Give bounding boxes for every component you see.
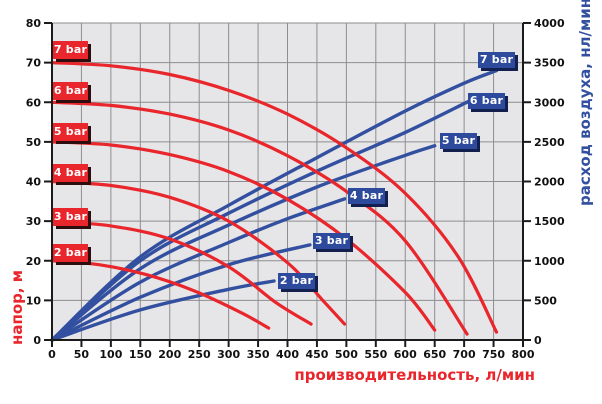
- y-right-axis-title: расход воздуха, нл/мин: [576, 0, 594, 206]
- y-right-tick-label: 500: [534, 294, 557, 307]
- y-left-tick-label: 60: [26, 96, 42, 109]
- x-tick-label: 700: [453, 348, 476, 361]
- y-left-tick-label: 80: [26, 17, 42, 30]
- x-tick-label: 350: [247, 348, 270, 361]
- y-left-tick-label: 50: [26, 136, 42, 149]
- x-tick-label: 400: [276, 348, 299, 361]
- x-tick-label: 650: [423, 348, 446, 361]
- curve-расход-воздуха-6-bar: [50, 99, 472, 342]
- x-tick-label: 750: [482, 348, 505, 361]
- y-left-axis-title: напор, м: [8, 269, 26, 345]
- y-left-tick-label: 70: [26, 57, 42, 70]
- x-tick-label: 600: [394, 348, 417, 361]
- y-left-tick-label: 40: [26, 176, 42, 189]
- curve-напор-5-bar: [50, 140, 437, 332]
- curve-напор-7-bar: [50, 61, 499, 334]
- x-tick-label: 800: [512, 348, 535, 361]
- curve-напор-6-bar: [50, 100, 469, 336]
- y-right-tick-label: 4000: [534, 17, 565, 30]
- curve-напор-2-bar: [50, 259, 271, 330]
- y-right-tick-label: 0: [534, 334, 542, 347]
- y-right-tick-label: 1000: [534, 255, 565, 268]
- curve-расход-воздуха-5-bar: [50, 144, 437, 342]
- x-tick-label: 250: [188, 348, 211, 361]
- y-left-tick-label: 0: [33, 334, 41, 347]
- x-tick-label: 0: [48, 348, 56, 361]
- curve-напор-4-bar: [50, 179, 347, 326]
- x-tick-label: 500: [335, 348, 358, 361]
- curve-расход-воздуха-4-bar: [50, 197, 347, 342]
- y-left-tick-label: 10: [26, 294, 42, 307]
- x-tick-label: 100: [99, 348, 122, 361]
- y-right-tick-label: 3000: [534, 96, 565, 109]
- x-tick-label: 150: [129, 348, 152, 361]
- y-right-tick-label: 3500: [534, 57, 565, 70]
- y-right-tick-label: 1500: [534, 215, 565, 228]
- x-tick-label: 50: [74, 348, 90, 361]
- x-tick-label: 550: [364, 348, 387, 361]
- x-tick-label: 450: [305, 348, 328, 361]
- y-right-tick-label: 2000: [534, 176, 565, 189]
- curve-расход-воздуха-7-bar: [50, 68, 499, 342]
- x-tick-label: 300: [217, 348, 240, 361]
- x-axis-title: производительность, л/мин: [294, 366, 535, 384]
- y-left-tick-label: 30: [26, 215, 42, 228]
- curve-напор-3-bar: [50, 219, 313, 326]
- x-tick-label: 200: [158, 348, 181, 361]
- y-left-tick-label: 20: [26, 255, 42, 268]
- y-right-tick-label: 2500: [534, 136, 565, 149]
